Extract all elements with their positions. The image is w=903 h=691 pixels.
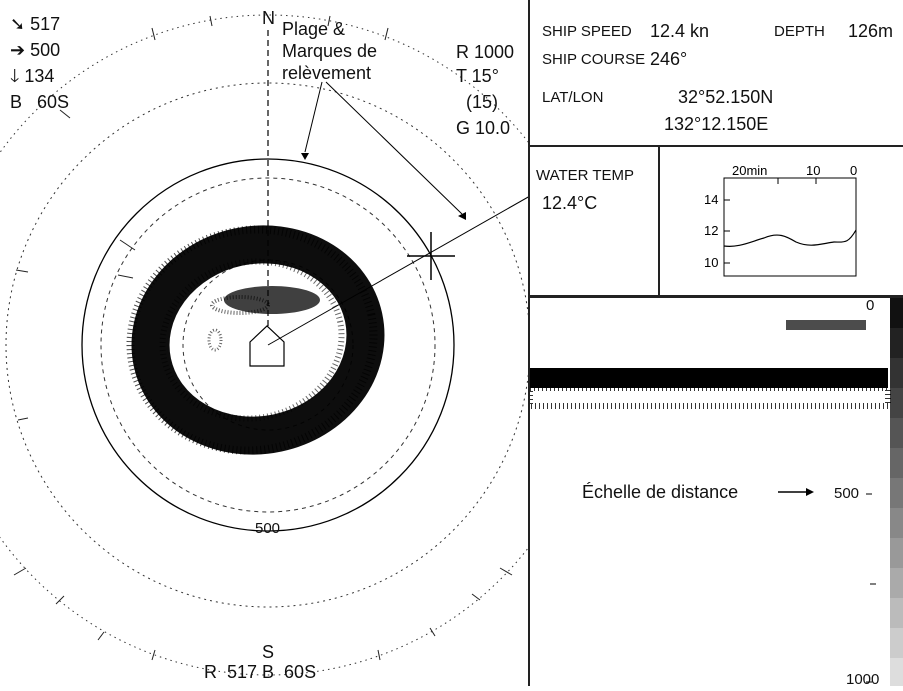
temp-graph-y-tick: 14 — [704, 192, 718, 207]
temp-graph-y-tick: 10 — [704, 255, 718, 270]
target-bearing-line — [267, 195, 531, 346]
sonar-graphics — [0, 14, 599, 676]
annotation-arrow-2 — [325, 81, 463, 215]
bearing-readout: B 60S — [10, 92, 70, 112]
annotation-arrow-1 — [304, 81, 323, 153]
latlon-label: LAT/LON — [542, 89, 604, 106]
diagonal-arrow-icon: ➘ — [10, 14, 26, 34]
panel-divider — [528, 0, 530, 686]
temp-divider — [658, 146, 660, 296]
sonar-display[interactable]: ➘ 517 ➔ 500 🡓 134 B 60S N Plage & Marque… — [0, 0, 599, 686]
gain-setting: G 10.0 — [456, 118, 511, 138]
echo-scale-500: 500 — [834, 485, 860, 502]
temp-graph-frame — [723, 177, 857, 277]
horizontal-range-readout: ➔ 500 — [10, 40, 61, 60]
temp-graph-x-tick: 10 — [806, 163, 820, 178]
ship-icon — [249, 325, 285, 367]
depth-label: DEPTH — [774, 23, 825, 40]
latitude-value: 32°52.150N — [678, 87, 774, 107]
water-temp-label: WATER TEMP — [536, 167, 635, 184]
ship-speed-value: 12.4 kn — [650, 21, 710, 41]
range-readout: ➘ 517 — [10, 14, 61, 34]
range-ring-label: 500 — [255, 520, 281, 537]
range-setting: R 1000 — [456, 42, 515, 62]
temp-graph-x-tick: 20min — [732, 163, 767, 178]
target-readout: R 517 B 60S — [204, 662, 317, 682]
ship-course-label: SHIP COURSE — [542, 51, 646, 68]
temp-graph-y-tick: 12 — [704, 223, 718, 238]
fish-echo — [786, 320, 866, 330]
ship-course-value: 246° — [650, 49, 688, 69]
seabed-echo — [530, 368, 888, 388]
right-arrow-icon: ➔ — [10, 40, 26, 60]
longitude-value: 132°12.150E — [664, 114, 769, 134]
down-arrow-icon: 🡓 — [10, 66, 20, 86]
echo-scale-0: 0 — [866, 297, 875, 314]
bearing-ticks — [13, 15, 513, 661]
temp-echo-divider — [528, 295, 903, 298]
water-temp-graph: 20min 10 0 14 12 10 — [704, 163, 857, 277]
tilt-sub: (15) — [466, 92, 499, 112]
south-label: S — [262, 642, 275, 662]
temp-graph-x-tick: 0 — [850, 163, 857, 178]
water-temp-value: 12.4°C — [542, 193, 598, 213]
echo-scale-1000: 1000 — [846, 671, 880, 688]
depth-value: 126m — [848, 21, 894, 41]
color-scale-bar — [890, 298, 903, 686]
depth-readout: 🡓 134 — [10, 66, 55, 86]
bearing-annotation: Plage & Marques de relèvement — [282, 19, 378, 83]
temp-trend-line — [723, 229, 857, 247]
range-ring-500 — [81, 158, 455, 532]
north-label: N — [262, 8, 275, 28]
tilt-setting: T 15° — [456, 66, 499, 86]
range-ring-inner — [100, 177, 436, 513]
distance-scale-annotation: Échelle de distance — [582, 482, 739, 502]
ship-speed-label: SHIP SPEED — [542, 23, 632, 40]
echogram — [530, 298, 903, 686]
info-panels: SHIP SPEED 12.4 kn DEPTH 126m SHIP COURS… — [528, 0, 903, 688]
fish-school-echo — [126, 225, 385, 455]
nav-divider — [528, 145, 903, 147]
